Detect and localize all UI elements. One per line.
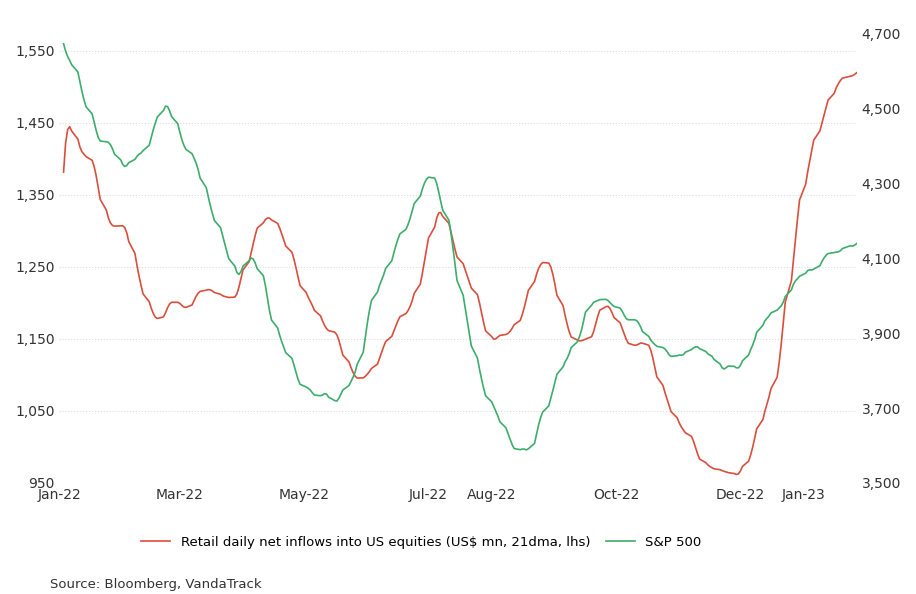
Legend: Retail daily net inflows into US equities (US$ mn, 21dma, lhs), S&P 500: Retail daily net inflows into US equitie… [136, 531, 707, 555]
Text: Source: Bloomberg, VandaTrack: Source: Bloomberg, VandaTrack [50, 578, 262, 591]
